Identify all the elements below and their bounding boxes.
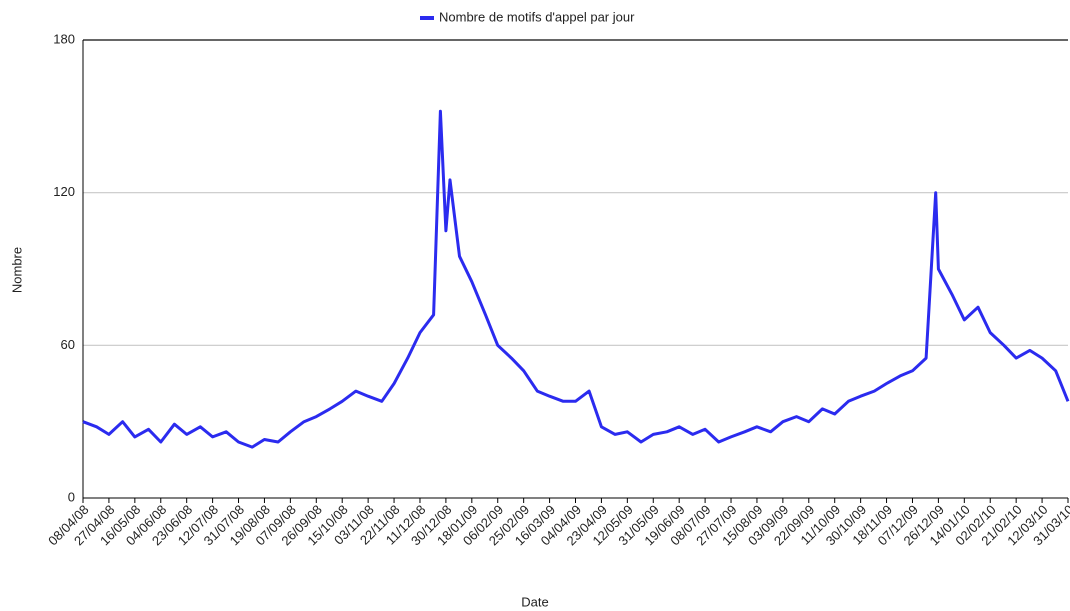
y-tick-label: 0 [68,489,75,504]
y-axis-label: Nombre [9,247,24,293]
x-axis-label: Date [521,594,548,609]
line [82,109,1070,449]
y-tick-label: 120 [53,184,75,199]
y-tick-label: 180 [53,31,75,46]
legend-label: Nombre de motifs d'appel par jour [439,9,635,24]
y-tick-label: 60 [61,337,75,352]
